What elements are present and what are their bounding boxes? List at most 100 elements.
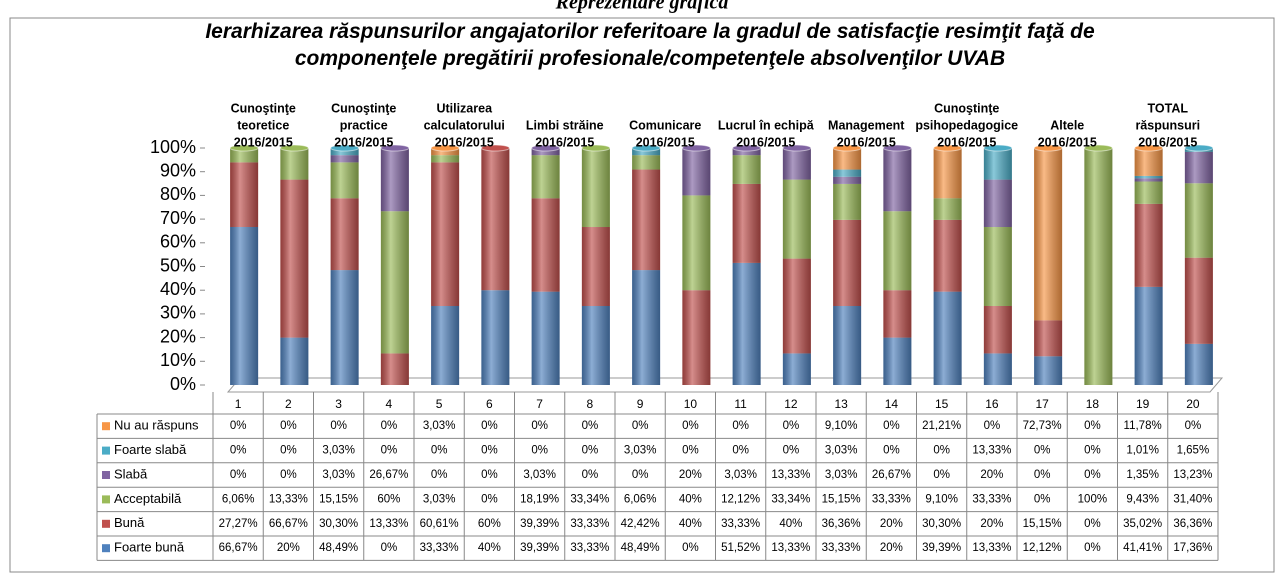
legend-label: Slabă xyxy=(114,466,148,481)
x-tick-label: 15 xyxy=(935,397,949,411)
data-label: 30,30% xyxy=(922,518,961,530)
data-label: 0% xyxy=(1034,493,1051,505)
legend-label: Nu au răspuns xyxy=(114,418,199,433)
cylinder-shade xyxy=(1184,148,1213,385)
x-tick-label: 8 xyxy=(587,397,594,411)
group-label: Cunoştinţe xyxy=(331,101,396,115)
x-tick-label: 4 xyxy=(386,397,393,411)
data-label: 17,36% xyxy=(1173,542,1212,554)
data-label: 0% xyxy=(1084,420,1101,432)
data-label: 48,49% xyxy=(621,542,660,554)
group-label: Cunoştinţe xyxy=(934,101,999,115)
cylinder-shade xyxy=(682,148,711,385)
data-label: 60% xyxy=(478,518,501,530)
data-label: 0% xyxy=(230,420,247,432)
data-label: 3,03% xyxy=(825,445,858,457)
data-label: 39,39% xyxy=(922,542,961,554)
x-tick-label: 1 xyxy=(235,397,242,411)
y-tick-label: 0% xyxy=(170,374,196,394)
data-label: 33,33% xyxy=(721,518,760,530)
x-tick-label: 19 xyxy=(1136,397,1150,411)
data-label: 15,15% xyxy=(1023,518,1062,530)
group-label: 2016/2015 xyxy=(636,135,695,149)
data-label: 0% xyxy=(682,445,699,457)
data-label: 27,27% xyxy=(219,518,258,530)
cylinder-cap xyxy=(430,144,460,152)
data-label: 20% xyxy=(980,469,1003,481)
data-label: 26,67% xyxy=(872,469,911,481)
data-label: 41,41% xyxy=(1123,542,1162,554)
group-label: 2016/2015 xyxy=(234,135,293,149)
y-tick-label: 20% xyxy=(160,326,196,346)
data-label: 0% xyxy=(381,420,398,432)
group-label: psihopedagogice xyxy=(915,118,1018,132)
cylinder-shade xyxy=(732,148,761,385)
legend-swatch xyxy=(102,495,110,504)
cylinder-shade xyxy=(330,148,359,385)
data-label: 3,03% xyxy=(322,469,355,481)
data-label: 3,03% xyxy=(624,445,657,457)
y-tick-label: 60% xyxy=(160,232,196,252)
data-label: 13,33% xyxy=(771,469,810,481)
data-label: 35,02% xyxy=(1123,518,1162,530)
data-label: 26,67% xyxy=(369,469,408,481)
cylinder-cap xyxy=(1134,144,1164,152)
cylinder-cap xyxy=(832,144,862,152)
x-tick-label: 12 xyxy=(784,397,798,411)
data-label: 39,39% xyxy=(520,518,559,530)
y-tick-label: 80% xyxy=(160,184,196,204)
data-label: 33,34% xyxy=(570,493,609,505)
cylinder-shade xyxy=(431,148,460,385)
cylinder-shade xyxy=(632,148,661,385)
y-tick-label: 40% xyxy=(160,279,196,299)
group-label: practice xyxy=(340,118,388,132)
data-label: 0% xyxy=(280,469,297,481)
data-label: 3,03% xyxy=(423,493,456,505)
data-label: 0% xyxy=(531,420,548,432)
data-label: 0% xyxy=(1084,445,1101,457)
y-tick-label: 100% xyxy=(150,137,196,157)
data-label: 0% xyxy=(883,420,900,432)
group-label: 2016/2015 xyxy=(837,135,896,149)
data-label: 33,33% xyxy=(570,542,609,554)
x-tick-label: 17 xyxy=(1035,397,1049,411)
group-label: TOTAL xyxy=(1147,101,1188,115)
data-label: 3,03% xyxy=(523,469,556,481)
data-label: 42,42% xyxy=(621,518,660,530)
cylinder-cap xyxy=(882,144,912,152)
legend-swatch xyxy=(102,471,110,479)
supertitle: Reprezentare grafică xyxy=(555,0,729,14)
cylinder-cap xyxy=(631,144,661,152)
data-label: 40% xyxy=(679,493,702,505)
group-label: Management xyxy=(828,118,905,132)
data-label: 0% xyxy=(783,420,800,432)
data-label: 3,03% xyxy=(423,420,456,432)
cylinder-cap xyxy=(330,144,360,152)
data-label: 0% xyxy=(582,420,599,432)
y-tick-label: 90% xyxy=(160,160,196,180)
cylinder-cap xyxy=(732,144,762,152)
cylinder-cap xyxy=(480,144,510,152)
data-label: 0% xyxy=(933,445,950,457)
data-label: 40% xyxy=(478,542,501,554)
data-label: 3,03% xyxy=(825,469,858,481)
cylinder-cap xyxy=(983,144,1013,152)
cylinder-shade xyxy=(782,148,811,385)
data-label: 0% xyxy=(984,420,1001,432)
cylinder-cap xyxy=(531,144,561,152)
data-label: 0% xyxy=(883,445,900,457)
data-label: 13,33% xyxy=(972,445,1011,457)
cylinder-shade xyxy=(531,148,560,385)
data-label: 0% xyxy=(280,420,297,432)
cylinder-cap xyxy=(380,144,410,152)
data-label: 0% xyxy=(280,445,297,457)
group-label: calculatorului xyxy=(424,118,505,132)
data-label: 33,33% xyxy=(872,493,911,505)
x-tick-label: 14 xyxy=(885,397,899,411)
x-tick-label: 9 xyxy=(637,397,644,411)
data-label: 3,03% xyxy=(322,445,355,457)
cylinder-cap xyxy=(1083,144,1113,152)
data-label: 20% xyxy=(980,518,1003,530)
